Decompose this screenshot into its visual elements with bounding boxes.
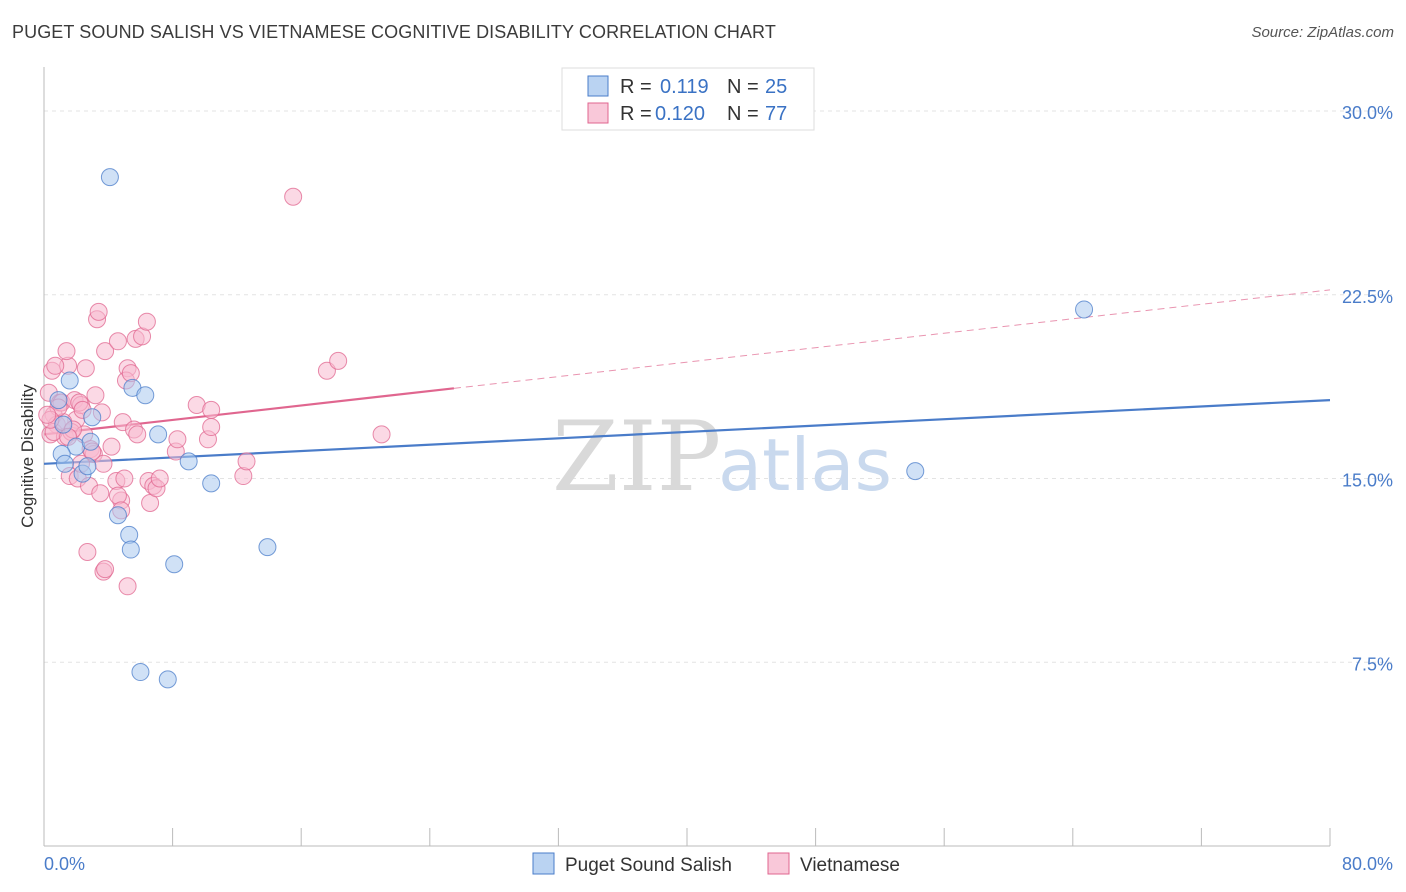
point-vietnamese xyxy=(38,405,57,424)
point-vietnamese xyxy=(128,425,147,444)
point-puget-sound-salish xyxy=(149,425,168,444)
bottom-legend-swatch-salish xyxy=(532,852,555,875)
point-puget-sound-salish xyxy=(121,540,140,559)
legend-swatch-vietnamese xyxy=(587,102,609,124)
point-vietnamese xyxy=(108,332,127,351)
watermark-zip: ZIP xyxy=(552,401,721,513)
point-vietnamese xyxy=(202,400,221,419)
point-puget-sound-salish xyxy=(1075,300,1094,319)
y-tick-label: 15.0% xyxy=(1342,471,1393,491)
point-puget-sound-salish xyxy=(906,462,925,481)
point-vietnamese xyxy=(284,187,303,206)
watermark-atlas: atlas xyxy=(718,423,892,507)
point-puget-sound-salish xyxy=(258,538,277,557)
point-puget-sound-salish xyxy=(55,454,74,473)
point-vietnamese xyxy=(57,342,76,361)
bottom-legend: Puget Sound Salish Vietnamese xyxy=(532,852,900,876)
point-vietnamese xyxy=(76,359,95,378)
point-puget-sound-salish xyxy=(202,474,221,493)
point-vietnamese xyxy=(329,351,348,370)
trend-line-extension-vietnamese xyxy=(453,289,1331,389)
x-tick-label-min: 0.0% xyxy=(44,854,85,874)
point-vietnamese xyxy=(96,342,115,361)
bottom-legend-label-vietnamese: Vietnamese xyxy=(800,855,900,876)
trend-lines xyxy=(43,289,1331,465)
point-puget-sound-salish xyxy=(100,168,119,187)
legend-n-label: N = xyxy=(727,76,759,98)
point-vietnamese xyxy=(102,437,121,456)
legend-r-label: R = xyxy=(620,103,652,125)
chart-title: PUGET SOUND SALISH VS VIETNAMESE COGNITI… xyxy=(12,22,776,42)
point-vietnamese xyxy=(118,577,137,596)
point-vietnamese xyxy=(91,484,110,503)
point-vietnamese xyxy=(46,356,65,375)
point-puget-sound-salish xyxy=(165,555,184,574)
y-tick-labels: 7.5% 15.0% 22.5% 30.0% xyxy=(1342,103,1393,674)
x-tick-labels: 0.0% 80.0% xyxy=(44,854,1393,874)
point-vietnamese xyxy=(78,543,97,561)
legend-n-value-salish: 25 xyxy=(765,76,787,98)
point-vietnamese xyxy=(86,386,105,405)
x-tick-label-max: 80.0% xyxy=(1342,854,1393,874)
point-puget-sound-salish xyxy=(81,432,100,451)
grid-lines xyxy=(44,110,1392,663)
legend-n-label: N = xyxy=(727,103,759,125)
trend-line-vietnamese xyxy=(43,387,455,436)
legend-r-value-vietnamese: 0.120 xyxy=(655,103,705,125)
legend-r-value-salish: 0.119 xyxy=(660,76,709,98)
legend-swatch-salish xyxy=(587,75,609,97)
source-credit: Source: ZipAtlas.com xyxy=(1251,24,1394,41)
point-vietnamese xyxy=(96,560,115,579)
y-axis-label: Cognitive Disability xyxy=(18,384,37,528)
watermark: ZIP atlas xyxy=(552,401,892,513)
point-vietnamese xyxy=(237,452,256,471)
point-puget-sound-salish xyxy=(54,415,73,434)
point-vietnamese xyxy=(168,430,187,449)
point-puget-sound-salish xyxy=(131,663,150,682)
point-puget-sound-salish xyxy=(49,391,68,410)
axes xyxy=(43,67,1331,847)
legend-box: R = 0.119 N = 25 R = 0.120 N = 77 xyxy=(561,67,815,131)
point-puget-sound-salish xyxy=(60,371,79,390)
y-tick-label: 22.5% xyxy=(1342,287,1393,307)
point-puget-sound-salish xyxy=(78,457,97,476)
y-tick-label: 7.5% xyxy=(1352,654,1393,674)
point-vietnamese xyxy=(202,418,221,437)
data-points xyxy=(38,168,1094,689)
point-vietnamese xyxy=(137,312,156,331)
point-puget-sound-salish xyxy=(158,670,177,689)
point-vietnamese xyxy=(89,302,108,321)
point-puget-sound-salish xyxy=(108,506,127,525)
point-vietnamese xyxy=(150,469,169,488)
point-vietnamese xyxy=(372,425,391,444)
y-tick-label: 30.0% xyxy=(1342,103,1393,123)
point-vietnamese xyxy=(234,467,253,486)
legend-r-label: R = xyxy=(620,76,652,98)
point-vietnamese xyxy=(115,469,134,488)
bottom-legend-swatch-vietnamese xyxy=(767,852,790,875)
trend-line-puget-sound-salish xyxy=(43,399,1331,465)
point-vietnamese xyxy=(108,486,127,505)
point-puget-sound-salish xyxy=(83,408,102,427)
legend-n-value-vietnamese: 77 xyxy=(765,103,787,125)
bottom-legend-label-salish: Puget Sound Salish xyxy=(565,855,732,876)
point-puget-sound-salish xyxy=(136,386,155,405)
point-puget-sound-salish xyxy=(179,452,198,471)
